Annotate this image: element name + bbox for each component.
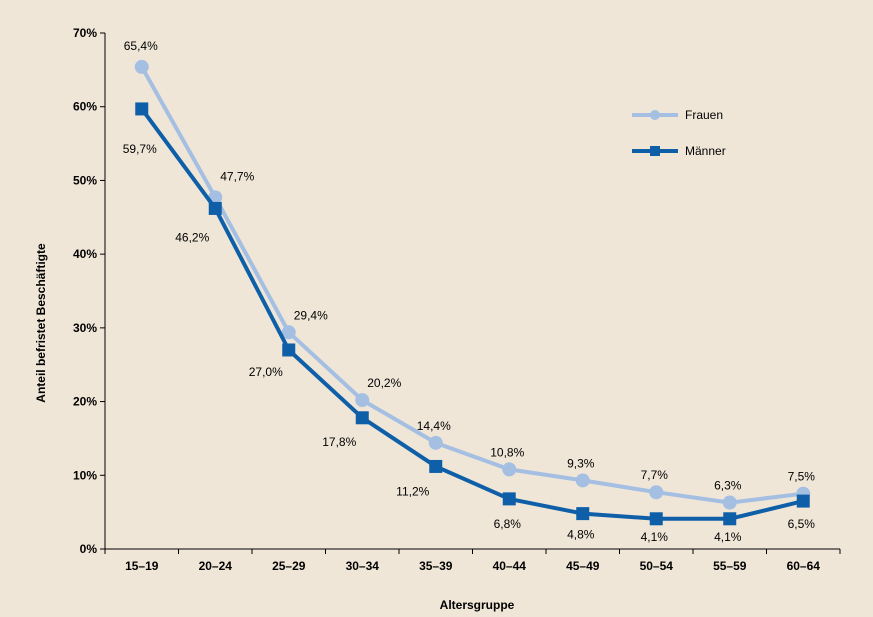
series-layer (134, 59, 811, 526)
x-tick-label: 55–59 (713, 559, 747, 573)
series-line-männer (140, 107, 804, 521)
data-label-frauen: 10,8% (490, 445, 524, 459)
data-point-frauen (281, 325, 296, 340)
data-label-maenner: 46,2% (175, 230, 209, 244)
data-label-frauen: 7,7% (641, 468, 669, 482)
x-tick-label: 25–29 (272, 559, 306, 573)
y-tick-label: 20% (73, 395, 97, 409)
data-point-frauen (428, 435, 443, 450)
x-tick-label: 35–39 (419, 559, 453, 573)
data-label-maenner: 6,8% (494, 517, 522, 531)
data-label-maenner: 4,1% (641, 530, 669, 544)
data-label-maenner: 4,1% (714, 530, 742, 544)
data-label-frauen: 65,4% (124, 39, 158, 53)
axes: 0% 10% 20% 30% 40% 50% 60% 70% 15–19 20–24 25–29 30… (73, 26, 841, 573)
data-labels: 65,4% 47,7% 29,4% 20,2% 14,4% 10,8% 9,3% 7,7% 6,… (123, 39, 816, 544)
data-label-frauen: 20,2% (367, 376, 401, 390)
data-label-maenner: 17,8% (322, 435, 356, 449)
data-point-frauen (355, 393, 370, 408)
data-point-frauen (649, 485, 664, 500)
legend-marker (650, 146, 660, 156)
data-point-maenner (282, 343, 296, 357)
data-label-frauen: 6,3% (714, 479, 742, 493)
legend-label: Frauen (685, 108, 723, 122)
data-point-frauen (502, 462, 517, 477)
series-line-frauen (140, 65, 804, 505)
data-label-maenner: 27,0% (249, 365, 283, 379)
data-point-maenner (208, 201, 222, 215)
y-tick-label: 50% (73, 173, 97, 187)
data-point-maenner (355, 411, 369, 425)
data-label-maenner: 59,7% (123, 142, 157, 156)
data-point-frauen (722, 495, 737, 510)
legend: Frauen Männer (632, 108, 726, 158)
data-point-maenner (649, 512, 663, 526)
x-axis-title: Altersgruppe (440, 598, 515, 612)
y-tick-label: 30% (73, 321, 97, 335)
data-label-maenner: 11,2% (396, 484, 429, 498)
y-tick-label: 70% (73, 26, 97, 40)
y-tick-label: 40% (73, 247, 97, 261)
x-tick-label: 50–54 (640, 559, 674, 573)
data-label-frauen: 9,3% (567, 456, 595, 470)
data-point-frauen (134, 59, 149, 74)
data-label-frauen: 7,5% (788, 470, 816, 484)
x-tick-label: 40–44 (493, 559, 527, 573)
data-point-frauen (575, 473, 590, 488)
data-label-frauen: 14,4% (417, 419, 451, 433)
y-tick-label: 10% (73, 468, 97, 482)
data-point-maenner (429, 459, 443, 473)
data-label-maenner: 4,8% (567, 528, 595, 542)
x-tick-label: 45–49 (566, 559, 600, 573)
x-tick-label: 20–24 (199, 559, 233, 573)
data-label-maenner: 6,5% (788, 517, 816, 531)
data-point-maenner (723, 512, 737, 526)
data-point-maenner (502, 492, 516, 506)
data-label-frauen: 29,4% (294, 308, 328, 322)
data-point-maenner (576, 507, 590, 521)
data-point-maenner (135, 102, 149, 116)
legend-label: Männer (685, 144, 726, 158)
x-tick-label: 15–19 (125, 559, 159, 573)
y-tick-label: 60% (73, 100, 97, 114)
y-tick-label: 0% (80, 542, 98, 556)
y-axis-title: Anteil befristet Beschäftigte (34, 243, 48, 403)
x-tick-label: 30–34 (346, 559, 380, 573)
legend-marker (650, 110, 660, 120)
data-point-maenner (796, 494, 810, 508)
x-tick-label: 60–64 (787, 559, 821, 573)
data-label-frauen: 47,7% (220, 169, 254, 183)
